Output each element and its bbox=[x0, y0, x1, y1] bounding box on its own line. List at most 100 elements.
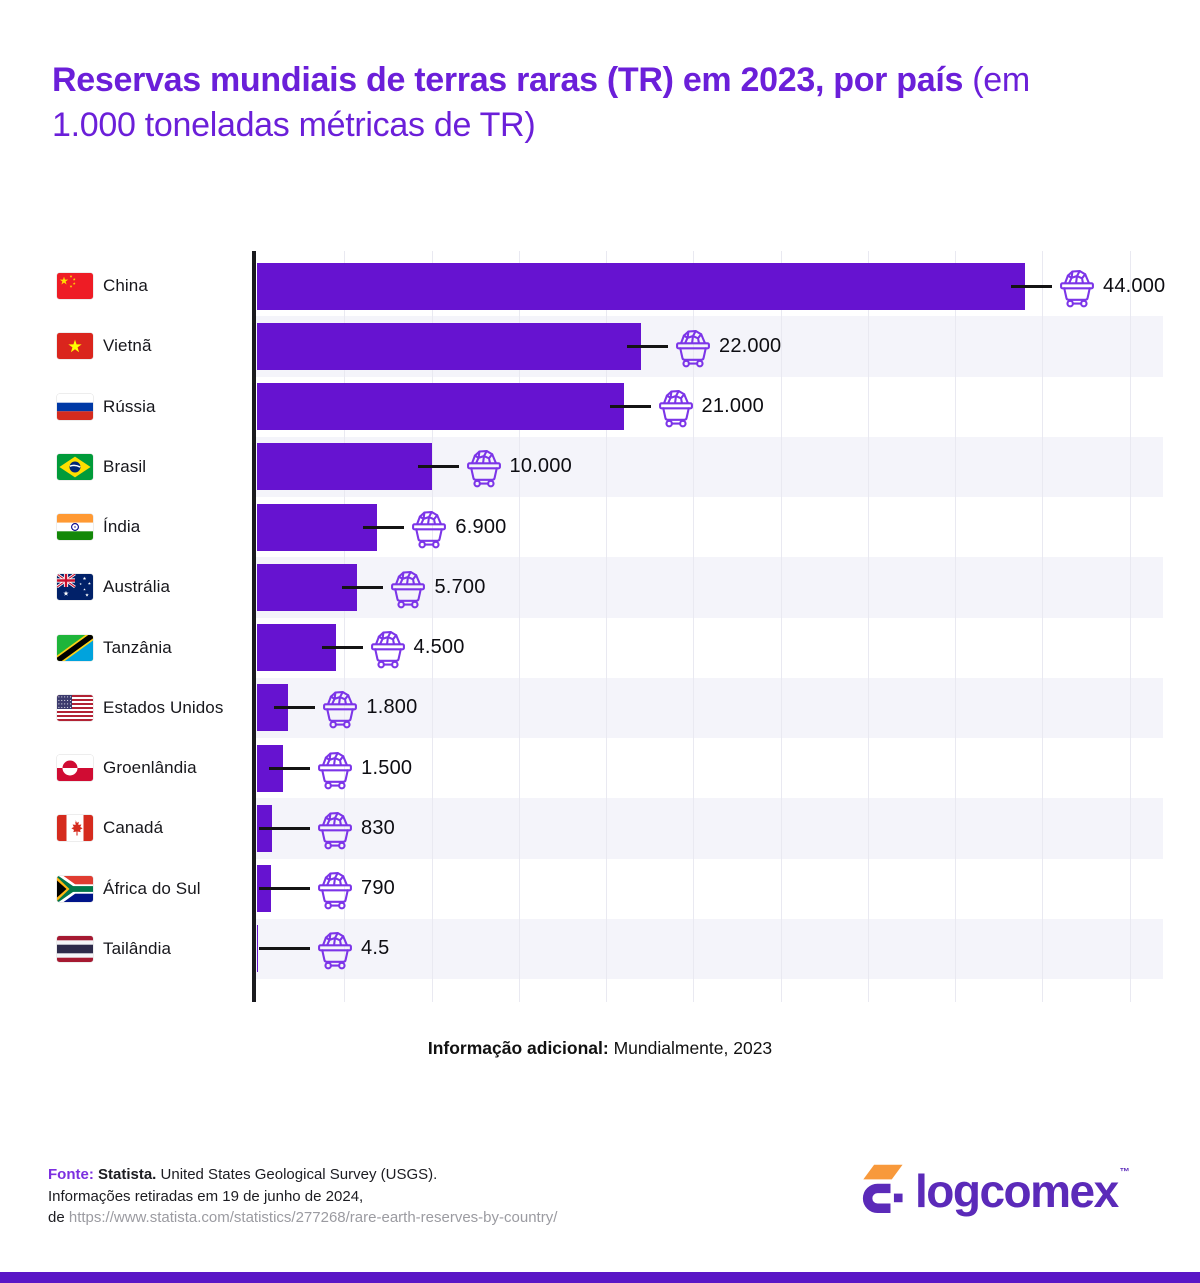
flag-russia-icon bbox=[57, 393, 93, 420]
minecart-icon bbox=[388, 566, 428, 609]
flag-south-africa-icon bbox=[57, 875, 93, 902]
flag-india-icon bbox=[57, 514, 93, 540]
minecart-icon bbox=[315, 747, 355, 790]
country-label: Canadá bbox=[103, 818, 164, 838]
minecart-icon bbox=[320, 686, 360, 729]
additional-info: Informação adicional: Mundialmente, 2023 bbox=[0, 1038, 1200, 1059]
gridline bbox=[431, 251, 433, 1002]
minecart-icon bbox=[464, 445, 504, 488]
chart-row: África do Sul 790 bbox=[0, 859, 1200, 919]
gridline bbox=[1042, 251, 1044, 1002]
country-label: África do Sul bbox=[103, 878, 201, 898]
connector-line bbox=[1011, 284, 1052, 288]
value-bar bbox=[257, 383, 624, 431]
flag-china-icon bbox=[57, 273, 93, 299]
connector-line bbox=[274, 706, 316, 710]
title-bold: Reservas mundiais de terras raras (TR) e… bbox=[52, 61, 964, 99]
value-label: 44.000 bbox=[1103, 274, 1166, 297]
source-note: Fonte: Statista. United States Geologica… bbox=[48, 1164, 557, 1229]
chart-row: Tanzânia 4.500 bbox=[0, 618, 1200, 678]
logcomex-wordmark: logcomex bbox=[915, 1164, 1119, 1217]
value-label: 6.900 bbox=[455, 515, 507, 538]
flag-thailand-icon bbox=[57, 935, 93, 962]
country-label: Austrália bbox=[103, 577, 171, 597]
flag-brazil-icon bbox=[57, 453, 93, 480]
minecart-icon bbox=[368, 626, 408, 669]
country-label: Rússia bbox=[103, 396, 156, 416]
country-label: Brasil bbox=[103, 456, 147, 476]
source-line-2: Informações retiradas em 19 de junho de … bbox=[48, 1187, 364, 1205]
chart-row: Austrália 5.700 bbox=[0, 557, 1200, 617]
country-label: Tanzânia bbox=[103, 637, 172, 657]
chart-row: China 44.000 bbox=[0, 256, 1200, 316]
gridline bbox=[518, 251, 520, 1002]
flag-australia-icon bbox=[57, 574, 93, 601]
gridline bbox=[955, 251, 957, 1002]
connector-line bbox=[269, 766, 311, 770]
value-label: 1.800 bbox=[366, 696, 418, 719]
country-label: China bbox=[103, 276, 148, 296]
chart-row: Rússia 21.000 bbox=[0, 377, 1200, 437]
y-axis-line bbox=[252, 251, 256, 1002]
value-label: 830 bbox=[361, 816, 395, 839]
source-url[interactable]: https://www.statista.com/statistics/2772… bbox=[68, 1209, 558, 1226]
source-line-3-prefix: de bbox=[48, 1209, 69, 1226]
trademark-symbol: ™ bbox=[1119, 1167, 1130, 1178]
flag-canada-icon bbox=[57, 815, 93, 842]
minecart-icon bbox=[315, 927, 355, 970]
chart-row: Índia 6.900 bbox=[0, 497, 1200, 557]
minecart-icon bbox=[315, 807, 355, 850]
additional-info-text: Mundialmente, 2023 bbox=[613, 1038, 773, 1058]
value-bar bbox=[257, 503, 378, 551]
page-title: Reservas mundiais de terras raras (TR) e… bbox=[52, 58, 1037, 148]
value-label: 10.000 bbox=[509, 455, 572, 478]
title-subtitle: (em 1.000 toneladas métricas de TR) bbox=[52, 61, 1030, 144]
connector-line bbox=[417, 465, 459, 469]
flag-greenland-icon bbox=[57, 755, 93, 781]
connector-line bbox=[259, 887, 310, 891]
source-name: Statista. bbox=[98, 1166, 157, 1183]
flag-tanzania-icon bbox=[57, 634, 93, 661]
logcomex-logo: logcomex ™ bbox=[856, 1161, 1130, 1220]
gridline bbox=[780, 251, 782, 1002]
connector-line bbox=[321, 646, 363, 650]
chart-row: Tailândia 4.5 bbox=[0, 919, 1200, 979]
source-rest: United States Geological Survey (USGS). bbox=[160, 1166, 438, 1183]
minecart-icon bbox=[1057, 265, 1097, 308]
minecart-icon bbox=[315, 867, 355, 910]
flag-usa-icon bbox=[57, 694, 93, 721]
gridline bbox=[1129, 251, 1131, 1002]
value-label: 790 bbox=[361, 877, 395, 900]
country-label: Groenlândia bbox=[103, 758, 197, 778]
connector-line bbox=[363, 525, 405, 529]
chart-row: Vietnã 22.000 bbox=[0, 316, 1200, 376]
country-label: Índia bbox=[103, 517, 141, 537]
gridline bbox=[344, 251, 346, 1002]
source-label: Fonte: bbox=[48, 1166, 94, 1183]
source-line-1: Fonte: Statista. United States Geologica… bbox=[48, 1164, 557, 1186]
row-band bbox=[253, 798, 1163, 859]
minecart-icon bbox=[673, 325, 713, 368]
connector-line bbox=[627, 344, 668, 348]
value-label: 1.500 bbox=[361, 756, 413, 779]
logcomex-cube-icon bbox=[856, 1161, 906, 1220]
value-label: 21.000 bbox=[701, 395, 764, 418]
value-bar bbox=[257, 322, 641, 370]
gridline bbox=[606, 251, 608, 1002]
connector-line bbox=[342, 585, 384, 589]
row-band bbox=[253, 918, 1163, 979]
value-bar bbox=[257, 563, 357, 611]
value-label: 4.5 bbox=[361, 937, 390, 960]
additional-info-label: Informação adicional: bbox=[427, 1038, 609, 1058]
country-label: Tailândia bbox=[103, 938, 172, 958]
chart-row: Brasil 10.000 bbox=[0, 437, 1200, 497]
connector-line bbox=[259, 826, 310, 830]
row-band bbox=[253, 677, 1163, 738]
value-bar bbox=[257, 262, 1025, 310]
source-line-3: de https://www.statista.com/statistics/2… bbox=[48, 1207, 557, 1229]
gridline bbox=[693, 251, 695, 1002]
value-label: 22.000 bbox=[719, 334, 782, 357]
flag-vietnam-icon bbox=[57, 333, 93, 360]
connector-line bbox=[259, 947, 310, 951]
